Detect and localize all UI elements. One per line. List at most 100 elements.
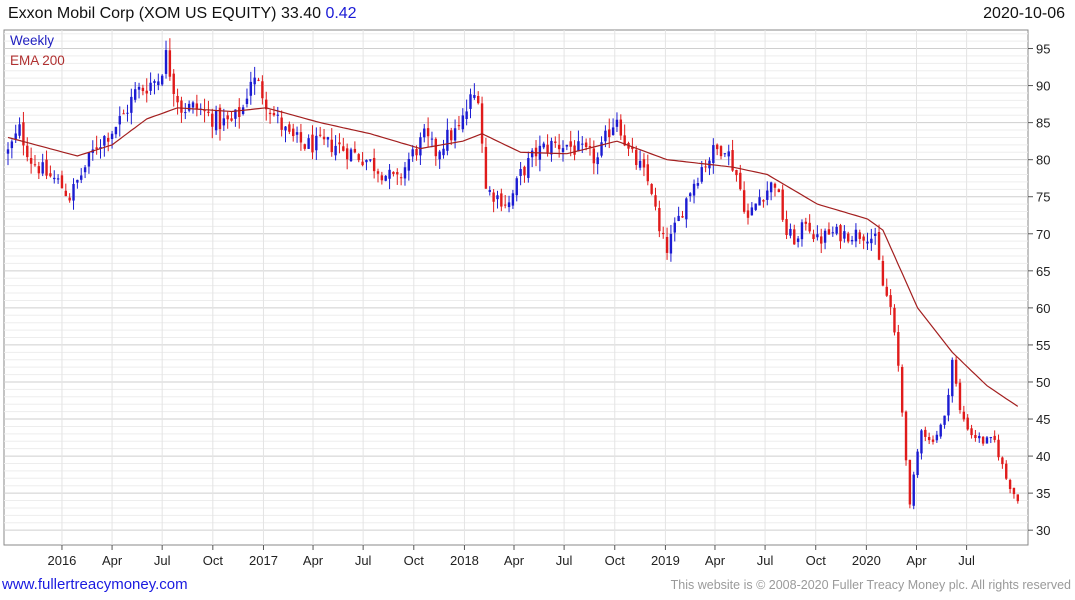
candle-body (596, 157, 599, 165)
candle-body (149, 82, 152, 91)
candle-body (110, 133, 114, 140)
candle-body (966, 417, 969, 430)
y-tick-label: 85 (1036, 116, 1050, 131)
candle-body (230, 118, 233, 121)
candle-body (615, 119, 619, 127)
candle-body (10, 141, 14, 149)
candle-body (407, 159, 411, 171)
candle-body (160, 75, 164, 85)
candle-body (14, 133, 17, 140)
candle-body (804, 221, 808, 224)
candle-body (781, 189, 784, 220)
candle-body (916, 451, 919, 476)
candle-body (172, 73, 175, 94)
candle-body (295, 132, 299, 135)
candle-body (843, 231, 846, 239)
candle-body (164, 50, 168, 74)
candle-body (380, 175, 384, 181)
chart-title: Exxon Mobil Corp (XOM US EQUITY) 33.40 0… (8, 5, 357, 23)
candle-body (623, 135, 626, 146)
candle-body (484, 146, 488, 189)
candle-body (665, 236, 669, 253)
candle-body (365, 159, 368, 163)
candle-body (989, 437, 993, 439)
candle-body (816, 234, 819, 238)
candle-body (195, 103, 199, 109)
x-tick-label: Apr (303, 553, 324, 568)
candle-body (303, 144, 306, 149)
candle-body (211, 113, 214, 127)
candle-body (53, 177, 56, 180)
candle-body (958, 382, 962, 411)
candle-body (712, 145, 715, 164)
candle-body (542, 143, 545, 148)
y-tick-label: 30 (1036, 523, 1050, 538)
candle-body (766, 190, 769, 200)
candle-body (334, 145, 337, 156)
candle-body (847, 233, 850, 242)
candle-body (746, 210, 750, 218)
candle-body (565, 144, 569, 147)
candle-body (904, 411, 908, 461)
candle-body (974, 435, 977, 439)
candle-body (419, 137, 422, 156)
candle-body (280, 117, 283, 130)
y-tick-label: 45 (1036, 412, 1050, 427)
x-tick-label: Jul (355, 553, 372, 568)
candle-body (769, 182, 773, 193)
candle-body (153, 81, 156, 83)
x-tick-label: Oct (203, 553, 224, 568)
y-tick-label: 80 (1036, 153, 1050, 168)
candle-body (29, 158, 33, 164)
x-tick-label: Apr (705, 553, 726, 568)
candle-body (214, 110, 218, 131)
candle-body (265, 99, 268, 110)
legend-ema-200: EMA 200 (10, 53, 65, 68)
candle-body (488, 190, 491, 192)
candle-body (893, 307, 896, 333)
candle-body (835, 226, 838, 234)
candle-body (238, 107, 241, 117)
candle-body (592, 148, 596, 164)
candle-body (95, 147, 98, 149)
candle-body (284, 126, 287, 131)
candle-body (114, 126, 118, 135)
site-link[interactable]: www.fullertreacymoney.com (2, 576, 188, 593)
candle-body (527, 158, 530, 178)
candle-body (376, 171, 380, 174)
candle-body (76, 179, 79, 183)
candle-body (831, 232, 834, 234)
candle-body (650, 184, 653, 194)
candle-body (245, 98, 249, 105)
legend-weekly: Weekly (10, 33, 54, 48)
candle-body (292, 128, 295, 137)
candle-body (99, 147, 102, 149)
candle-body (357, 154, 360, 161)
candle-body (1012, 487, 1016, 495)
candle-body (762, 200, 765, 202)
candle-body (207, 111, 210, 113)
candle-body (523, 166, 526, 176)
candle-body (885, 286, 888, 296)
candle-body (704, 166, 707, 168)
candle-body (326, 137, 330, 140)
candle-body (103, 136, 106, 146)
candle-body (677, 215, 680, 222)
candle-body (392, 171, 395, 174)
candle-body (754, 203, 757, 210)
candle-body (480, 103, 484, 144)
candle-body (700, 167, 703, 182)
candle-body (218, 107, 222, 130)
candle-body (800, 222, 804, 240)
candle-body (415, 149, 418, 156)
candle-body (1005, 463, 1008, 479)
candle-body (130, 96, 133, 113)
x-tick-label: 2016 (47, 553, 76, 568)
candle-body (133, 89, 137, 100)
candle-body (191, 102, 195, 108)
plot-area (3, 29, 1029, 546)
candle-body (345, 148, 349, 160)
candle-body (318, 134, 322, 136)
candle-body (954, 359, 958, 384)
candle-body (450, 130, 453, 141)
